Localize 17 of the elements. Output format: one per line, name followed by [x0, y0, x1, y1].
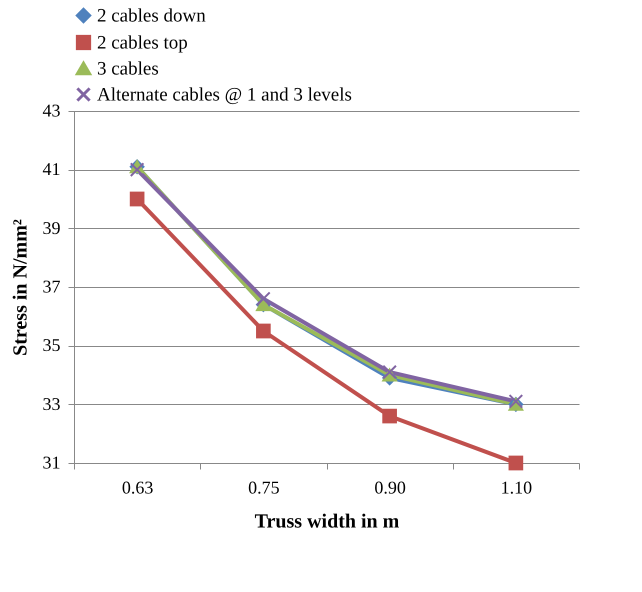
x-axis-title: Truss width in m [254, 510, 400, 532]
x-tick-label: 0.90 [374, 478, 406, 498]
y-tick-label: 43 [42, 100, 60, 120]
legend-label: 2 cables down [97, 6, 206, 26]
legend-label: 3 cables [97, 58, 159, 80]
y-tick-label: 37 [42, 276, 60, 296]
y-tick-label: 33 [42, 394, 60, 414]
y-tick-label: 41 [42, 159, 60, 180]
legend-label: 2 cables top [97, 32, 188, 54]
x-tick-label: 1.10 [500, 478, 532, 498]
y-tick-label: 31 [42, 452, 60, 472]
x-tick-label: 0.75 [248, 478, 280, 498]
y-tick-label: 39 [42, 218, 60, 238]
y-tick-label: 35 [42, 335, 60, 356]
y-axis-title: Stress in N/mm² [10, 219, 32, 356]
legend-label: Alternate cables @ 1 and 3 levels [97, 84, 352, 106]
x-tick-label: 0.63 [122, 478, 154, 498]
